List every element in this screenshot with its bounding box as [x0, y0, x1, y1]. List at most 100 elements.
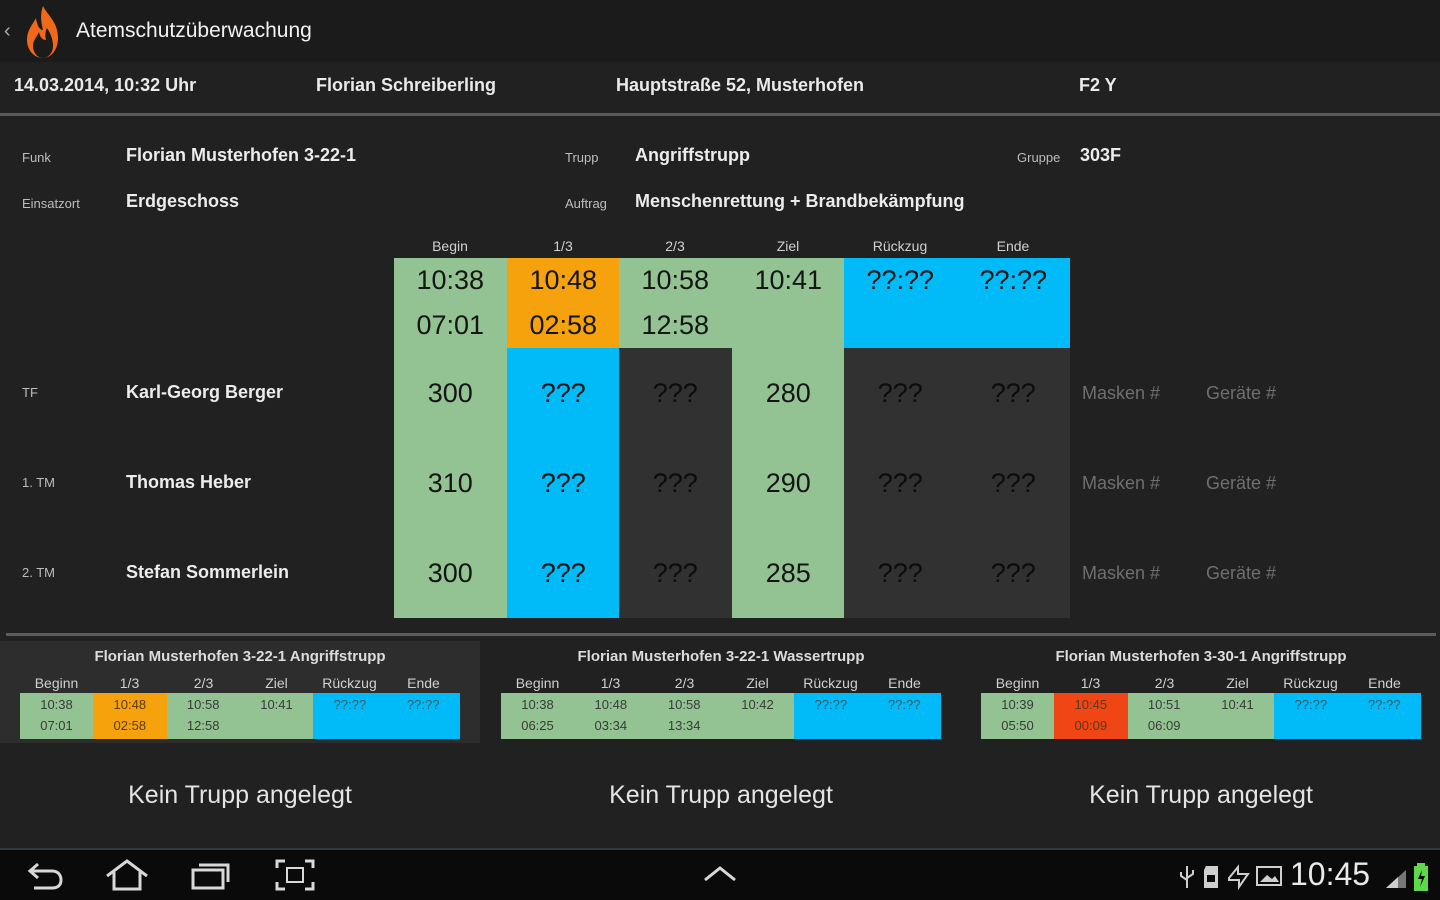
member-name[interactable]: Stefan Sommerlein: [126, 562, 290, 582]
empty-trupp-slot[interactable]: Kein Trupp angelegt: [609, 781, 833, 809]
member-role: 2. TM: [22, 565, 55, 580]
mask-number-field[interactable]: Masken #: [1082, 473, 1161, 493]
trupp-panel-3[interactable]: Florian Musterhofen 3-30-1 Angriffstrupp…: [961, 641, 1440, 743]
panel-col-header: Ziel: [1226, 675, 1249, 691]
einsatzort-label: Einsatzort: [22, 196, 80, 211]
pressure-2-3[interactable]: ???: [619, 348, 732, 438]
panel-cell-ende: ??:??: [386, 693, 461, 739]
panel-cell-ziel: 10:41: [240, 693, 314, 739]
elapsed-rueckzug: [844, 303, 957, 348]
funk-value[interactable]: Florian Musterhofen 3-22-1: [126, 145, 357, 165]
time-ende[interactable]: ??:??: [957, 258, 1070, 303]
panel-cell-begin: 10:38 07:01: [20, 693, 94, 739]
home-icon[interactable]: [104, 858, 150, 892]
flame-logo-icon[interactable]: [22, 4, 64, 60]
panel-col-header: Beginn: [34, 675, 79, 691]
pressure-begin[interactable]: 310: [394, 438, 507, 528]
einsatzort-value[interactable]: Erdgeschoss: [126, 191, 240, 211]
device-number-field[interactable]: Geräte #: [1206, 473, 1277, 493]
pressure-ziel[interactable]: 280: [732, 348, 845, 438]
panel-cell-ende: ??:??: [867, 693, 942, 739]
divider: [6, 633, 1436, 636]
app-title: Atemschutzüberwachung: [76, 19, 312, 42]
empty-trupp-slot[interactable]: Kein Trupp angelegt: [1089, 781, 1313, 809]
panel-col-header: 2/3: [1154, 675, 1175, 691]
panel-col-header: Rückzug: [803, 675, 858, 691]
pressure-begin[interactable]: 300: [394, 348, 507, 438]
auftrag-value[interactable]: Menschenrettung + Brandbekämpfung: [635, 191, 965, 211]
back-chevron-icon[interactable]: ‹: [4, 20, 11, 42]
panel-col-header: 1/3: [1080, 675, 1101, 691]
recent-apps-icon[interactable]: [190, 860, 232, 892]
panel-cell-begin: 10:39 05:50: [981, 693, 1055, 739]
panel-col-header: 2/3: [193, 675, 214, 691]
action-bar: ‹ Atemschutzüberwachung: [0, 0, 1440, 62]
battery-icon: [1414, 863, 1428, 891]
col-header-ziel: Ziel: [776, 238, 800, 254]
pressure-ende[interactable]: ???: [957, 438, 1070, 528]
col-header-begin: Begin: [432, 238, 468, 254]
panel-cell-ziel: 10:41: [1201, 693, 1275, 739]
panel-cell-ende: ??:??: [1347, 693, 1422, 739]
member-name[interactable]: Thomas Heber: [126, 472, 252, 492]
device-number-field[interactable]: Geräte #: [1206, 563, 1277, 583]
pressure-rueckzug[interactable]: ???: [844, 528, 957, 618]
gruppe-value[interactable]: 303F: [1080, 145, 1122, 165]
panel-col-header: Rückzug: [322, 675, 377, 691]
time-rueckzug[interactable]: ??:??: [844, 258, 957, 303]
panel-cell-rueckzug: ??:??: [794, 693, 868, 739]
pressure-1-3[interactable]: ???: [507, 438, 620, 528]
pressure-rueckzug[interactable]: ???: [844, 348, 957, 438]
pressure-ende[interactable]: ???: [957, 348, 1070, 438]
pressure-1-3[interactable]: ???: [507, 348, 620, 438]
auftrag-label: Auftrag: [565, 196, 607, 211]
panel-col-header: Ende: [888, 675, 921, 691]
pressure-ziel[interactable]: 285: [732, 528, 845, 618]
pressure-2-3[interactable]: ???: [619, 528, 732, 618]
screenshot-icon[interactable]: [274, 858, 316, 892]
mission-datetime: 14.03.2014, 10:32 Uhr: [14, 75, 197, 95]
panel-col-header: Rückzug: [1283, 675, 1338, 691]
device-number-field[interactable]: Geräte #: [1206, 383, 1277, 403]
sync-icon: [1228, 864, 1250, 890]
trupp-panel-title: Florian Musterhofen 3-22-1 Angriffstrupp: [94, 648, 386, 665]
member-role: TF: [22, 385, 38, 400]
member-name[interactable]: Karl-Georg Berger: [126, 382, 284, 402]
trupp-value[interactable]: Angriffstrupp: [635, 145, 750, 165]
empty-trupp-slot[interactable]: Kein Trupp angelegt: [128, 781, 352, 809]
mask-number-field[interactable]: Masken #: [1082, 563, 1161, 583]
pressure-ziel[interactable]: 290: [732, 438, 845, 528]
panel-cell-rueckzug: ??:??: [313, 693, 387, 739]
pressure-begin[interactable]: 300: [394, 528, 507, 618]
divider: [0, 113, 1440, 116]
time-2-3[interactable]: 10:58: [619, 258, 732, 303]
panel-col-header: 1/3: [119, 675, 140, 691]
elapsed-ende: [957, 303, 1070, 348]
mask-number-field[interactable]: Masken #: [1082, 383, 1161, 403]
panel-cell-1-3: 10:48 02:58: [93, 693, 167, 739]
system-navigation-bar: 10:45: [0, 848, 1440, 900]
sd-card-icon: [1204, 866, 1218, 888]
panel-col-header: 2/3: [674, 675, 695, 691]
panel-cell-2-3: 10:58 13:34: [647, 693, 722, 739]
elapsed-1-3: 02:58: [507, 303, 620, 348]
trupp-panel-2[interactable]: Florian Musterhofen 3-22-1 Wassertrupp B…: [481, 641, 961, 743]
pressure-ende[interactable]: ???: [957, 528, 1070, 618]
panel-col-header: Ziel: [746, 675, 769, 691]
signal-icon: [1386, 870, 1406, 888]
trupp-panel-1[interactable]: Florian Musterhofen 3-22-1 Angriffstrupp…: [0, 641, 480, 743]
panel-cell-2-3: 10:51 06:09: [1127, 693, 1202, 739]
time-1-3[interactable]: 10:48: [507, 258, 620, 303]
member-role: 1. TM: [22, 475, 55, 490]
chevron-up-icon[interactable]: [702, 864, 738, 884]
mission-person: Florian Schreiberling: [316, 75, 497, 95]
panel-col-header: 1/3: [600, 675, 621, 691]
back-icon[interactable]: [24, 860, 66, 892]
elapsed-2-3: 12:58: [619, 303, 732, 348]
time-ziel[interactable]: 10:41: [732, 258, 845, 303]
pressure-2-3[interactable]: ???: [619, 438, 732, 528]
panel-cell-2-3: 10:58 12:58: [166, 693, 241, 739]
pressure-1-3[interactable]: ???: [507, 528, 620, 618]
time-begin[interactable]: 10:38: [394, 258, 507, 303]
pressure-rueckzug[interactable]: ???: [844, 438, 957, 528]
